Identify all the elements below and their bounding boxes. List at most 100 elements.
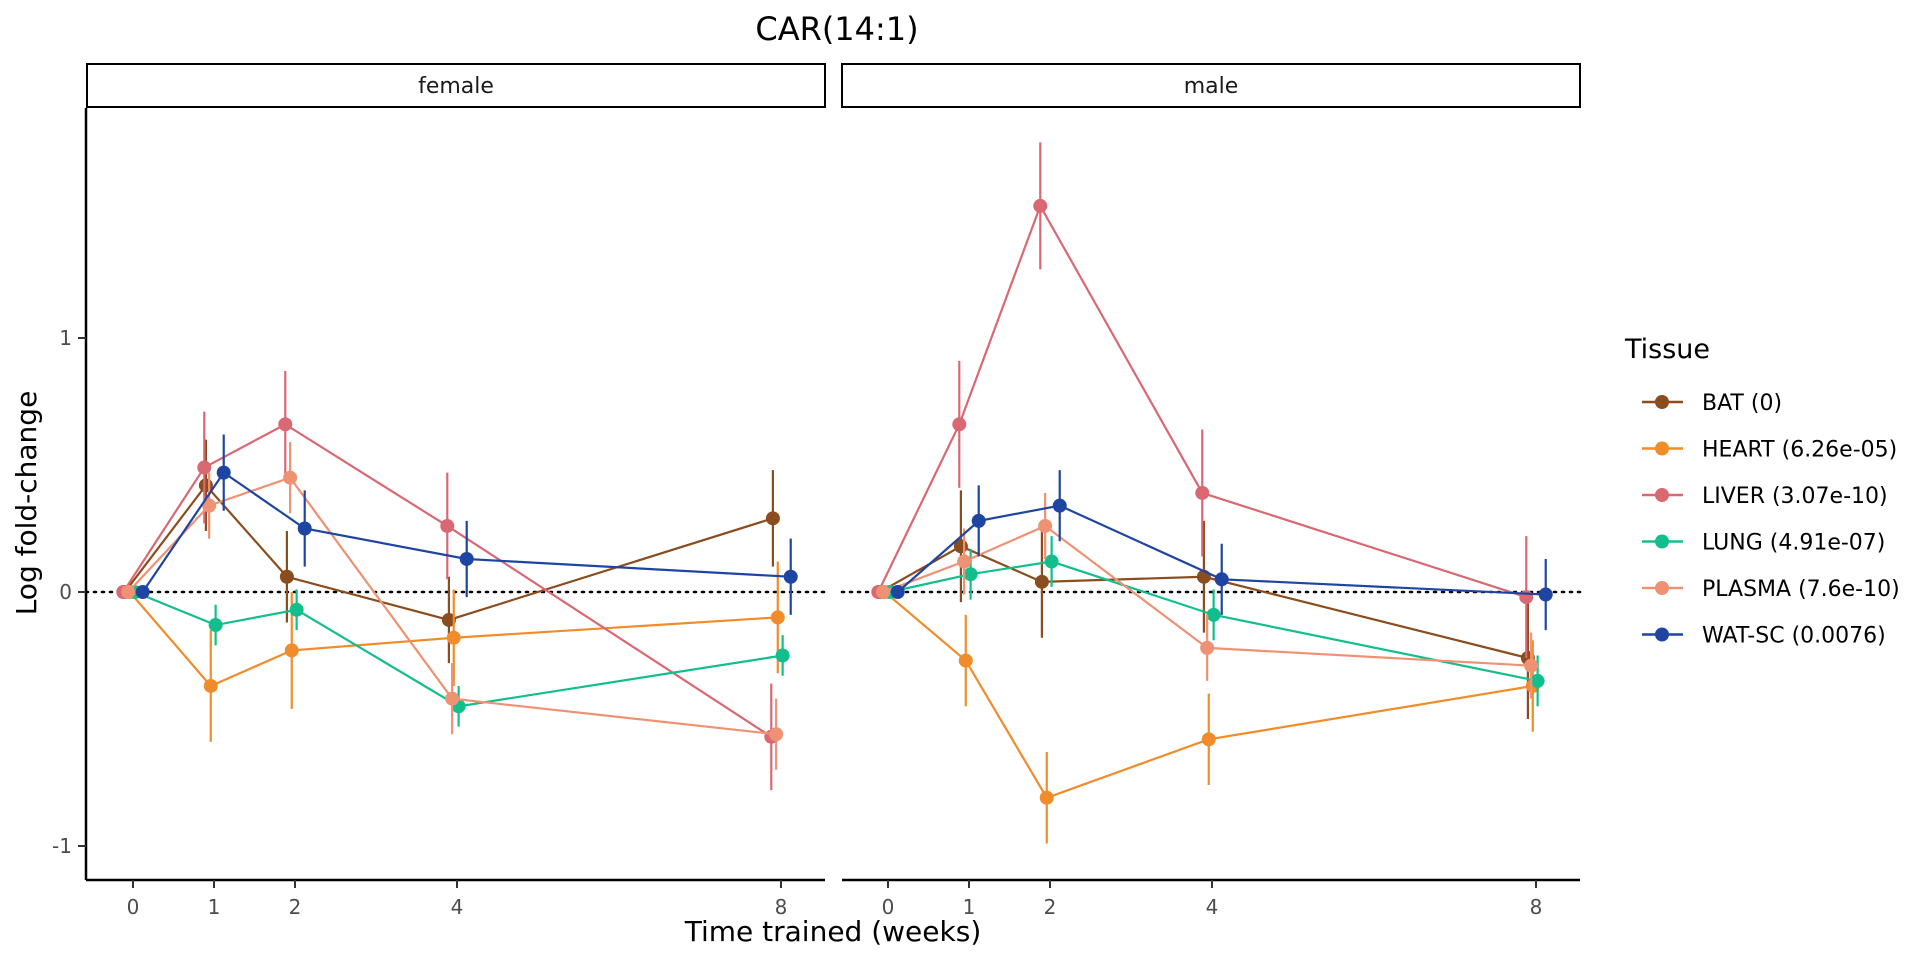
- legend-item: PLASMA (7.6e-10): [1642, 577, 1900, 602]
- series-wat-sc-female: [135, 434, 798, 615]
- series-liver-male: [871, 142, 1534, 659]
- data-point: [459, 551, 474, 566]
- x-tick-label: 1: [208, 895, 221, 919]
- data-point: [197, 460, 212, 475]
- panel-female: female: [86, 63, 826, 108]
- data-point: [1201, 732, 1216, 747]
- x-tick-label: 8: [1530, 895, 1543, 919]
- y-axis-title: Log fold-change: [10, 391, 43, 616]
- legend-title: Tissue: [1624, 334, 1710, 365]
- legend-key-point: [1655, 534, 1669, 549]
- strip-label-male: male: [1184, 74, 1239, 99]
- legend: Tissue BAT (0) HEART (6.26e-05) LIVER (3.0…: [1624, 334, 1900, 649]
- data-point: [1038, 518, 1053, 533]
- strip-label-female: female: [418, 74, 494, 99]
- series-lung-male: [882, 536, 1545, 707]
- data-point: [1214, 572, 1229, 587]
- data-point: [952, 417, 967, 432]
- x-tick-label: 8: [775, 895, 788, 919]
- legend-key-point: [1655, 395, 1669, 409]
- chart-title: CAR(14:1): [755, 10, 918, 48]
- legend-label: LIVER (3.07e-10): [1702, 484, 1888, 509]
- axes-layer: 0 1 2 4 8 0 1 2 4 8 -1 0 1: [52, 108, 1580, 919]
- series-wat-sc-male: [890, 470, 1553, 631]
- x-tick-label: 2: [289, 895, 302, 919]
- data-point: [769, 727, 784, 742]
- legend-label: BAT (0): [1702, 391, 1782, 416]
- data-point: [1200, 640, 1215, 655]
- legend-item: LUNG (4.91e-07): [1642, 531, 1885, 556]
- data-point: [289, 602, 304, 617]
- data-point: [770, 610, 785, 625]
- data-point: [1524, 658, 1539, 673]
- data-point: [278, 417, 293, 432]
- x-tick-label: 1: [963, 895, 976, 919]
- legend-key-point: [1655, 581, 1669, 595]
- legend-item: WAT-SC (0.0076): [1642, 624, 1886, 649]
- strip-male: [841, 63, 1581, 108]
- series-lung-female: [127, 585, 790, 727]
- data-point: [440, 518, 455, 533]
- data-point: [971, 513, 986, 528]
- data-point: [775, 648, 790, 663]
- data-point: [1206, 607, 1221, 622]
- series-heart-male: [877, 585, 1540, 844]
- y-tick-label: 1: [59, 326, 72, 350]
- data-point: [1039, 790, 1054, 805]
- legend-key-point: [1655, 627, 1669, 642]
- data-point: [121, 585, 136, 599]
- x-tick-label: 0: [882, 895, 895, 919]
- plot-layer: [84, 142, 1582, 844]
- data-point: [1033, 198, 1048, 213]
- series-bat-male: [872, 490, 1535, 719]
- data-point: [445, 691, 460, 706]
- data-point: [297, 521, 312, 536]
- legend-item: BAT (0): [1642, 391, 1782, 416]
- data-point: [957, 554, 972, 569]
- data-point: [1034, 574, 1049, 589]
- y-tick-label: -1: [52, 834, 72, 858]
- data-point: [890, 585, 905, 599]
- legend-label: HEART (6.26e-05): [1702, 438, 1897, 463]
- data-point: [202, 498, 217, 513]
- series-plasma-female: [121, 442, 784, 770]
- data-point: [203, 678, 218, 693]
- x-tick-label: 4: [1206, 895, 1219, 919]
- y-tick-label: 0: [59, 580, 72, 604]
- data-point: [876, 585, 891, 599]
- legend-key-point: [1655, 441, 1669, 456]
- data-point: [1538, 587, 1553, 602]
- data-point: [283, 470, 298, 485]
- data-point: [135, 585, 150, 599]
- panel-male: male: [841, 63, 1581, 108]
- data-point: [279, 569, 294, 584]
- legend-item: HEART (6.26e-05): [1642, 438, 1897, 463]
- legend-item: LIVER (3.07e-10): [1642, 484, 1888, 509]
- data-point: [1519, 590, 1534, 605]
- legend-items: BAT (0) HEART (6.26e-05) LIVER (3.07e-10) L…: [1642, 391, 1900, 649]
- data-point: [783, 569, 798, 584]
- data-point: [441, 612, 456, 627]
- data-point: [216, 465, 231, 480]
- legend-key-point: [1655, 488, 1669, 502]
- legend-label: PLASMA (7.6e-10): [1702, 577, 1900, 602]
- series-plasma-male: [876, 492, 1539, 699]
- data-point: [1530, 673, 1545, 688]
- x-tick-label: 0: [127, 895, 140, 919]
- strip-female: [86, 63, 826, 108]
- data-point: [446, 630, 461, 645]
- series-liver-female: [116, 371, 779, 791]
- data-point: [1052, 498, 1067, 513]
- series-heart-female: [122, 561, 785, 742]
- data-point: [765, 511, 780, 526]
- data-point: [1195, 485, 1210, 500]
- data-point: [963, 567, 978, 582]
- data-point: [958, 653, 973, 668]
- legend-label: WAT-SC (0.0076): [1702, 624, 1886, 649]
- x-tick-label: 2: [1044, 895, 1057, 919]
- x-tick-label: 4: [451, 895, 464, 919]
- x-axis-title: Time trained (weeks): [684, 915, 982, 948]
- data-point: [208, 618, 223, 633]
- data-point: [284, 643, 299, 658]
